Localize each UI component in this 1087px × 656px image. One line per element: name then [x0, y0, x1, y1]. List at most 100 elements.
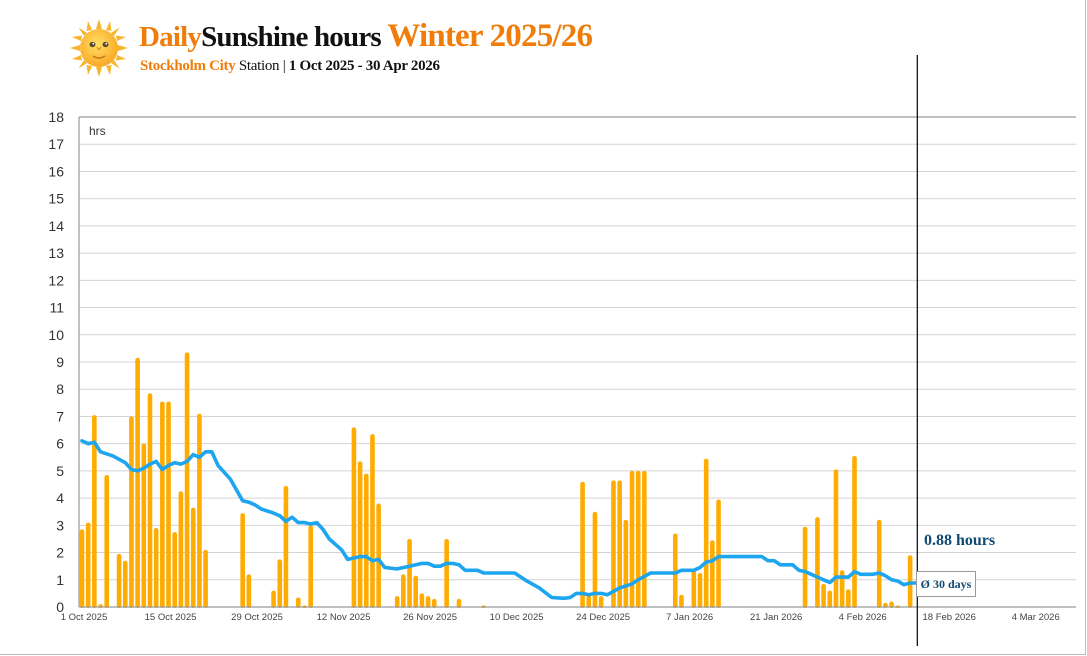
y-tick-label: 10	[48, 327, 64, 343]
x-tick-label: 26 Nov 2025	[403, 612, 457, 623]
sunshine-bar	[153, 528, 159, 608]
sunshine-bar	[623, 519, 629, 608]
sunshine-bar	[203, 549, 208, 608]
sunshine-bar	[827, 590, 833, 608]
y-tick-label: 9	[56, 354, 64, 370]
sunshine-bar	[407, 538, 412, 608]
sunshine-bar	[85, 522, 91, 608]
sunshine-bar	[135, 357, 140, 608]
sun-with-face-icon	[70, 19, 128, 77]
sunshine-bar	[92, 415, 97, 608]
sunshine-bar	[246, 574, 252, 608]
sunshine-bar	[425, 596, 431, 608]
sunshine-bar	[79, 529, 85, 608]
current-average-value: 0.88 hours	[924, 532, 996, 549]
x-tick-label: 10 Dec 2025	[490, 612, 544, 623]
sunshine-bar	[240, 513, 245, 608]
sunshine-bar	[852, 455, 857, 608]
sunshine-bar	[190, 507, 196, 608]
sunshine-bar	[679, 594, 684, 608]
y-tick-label: 2	[56, 545, 64, 561]
sunshine-bar	[642, 470, 647, 608]
x-tick-label: 29 Oct 2025	[231, 612, 283, 623]
sunshine-bar	[617, 480, 622, 608]
x-tick-label: 21 Jan 2026	[750, 612, 802, 623]
sunshine-bar	[283, 485, 289, 608]
sunshine-bar	[889, 601, 894, 608]
sunshine-bar	[184, 352, 190, 608]
chart-title: DailySunshine hours Winter 2025/26	[139, 18, 593, 55]
y-tick-label: 14	[48, 218, 64, 234]
sunshine-bar	[635, 470, 641, 608]
title-sunshine-hours: Sunshine hours	[201, 21, 382, 53]
sunshine-bar	[580, 481, 585, 608]
sunshine-bar	[363, 473, 369, 608]
y-tick-label: 3	[56, 517, 64, 533]
sunshine-bar	[815, 517, 820, 608]
sunshine-bar	[802, 526, 808, 608]
x-tick-label: 4 Feb 2026	[839, 612, 887, 623]
y-tick-label: 18	[48, 109, 64, 125]
sunshine-bar	[277, 559, 283, 608]
sunshine-bar	[172, 532, 177, 608]
y-tick-label: 13	[48, 245, 64, 261]
y-tick-label: 15	[48, 191, 64, 207]
y-tick-label: 17	[48, 136, 64, 152]
sunshine-bar	[197, 413, 202, 608]
sunshine-bar	[370, 434, 375, 608]
title-season: Winter 2025/26	[387, 18, 593, 54]
sunshine-bar	[419, 593, 425, 608]
y-tick-label: 16	[48, 163, 64, 179]
title-daily: Daily	[139, 21, 202, 53]
y-tick-label: 6	[56, 436, 64, 452]
sunshine-bar	[833, 469, 839, 608]
sunshine-bar	[821, 583, 826, 608]
sunshine-bar	[308, 525, 313, 608]
x-tick-label: 24 Dec 2025	[576, 612, 630, 623]
y-tick-label: 5	[56, 463, 64, 479]
sunshine-bar	[691, 568, 697, 608]
y-tick-label: 12	[48, 272, 64, 288]
x-tick-label: 18 Feb 2026	[923, 612, 976, 623]
sunshine-bar	[413, 575, 419, 608]
sunshine-bar	[376, 503, 381, 608]
sunshine-bar	[839, 570, 845, 608]
sunshine-bar	[672, 533, 678, 608]
sunshine-bar	[716, 499, 721, 608]
sunshine-bar	[394, 596, 400, 608]
x-tick-label: 12 Nov 2025	[317, 612, 371, 623]
x-tick-label: 4 Mar 2026	[1012, 612, 1060, 623]
sunshine-bar	[147, 393, 153, 608]
sunshine-bar	[703, 458, 709, 608]
y-tick-label: 0	[56, 599, 64, 615]
y-tick-label: 4	[56, 490, 64, 506]
sunshine-bar	[166, 401, 171, 608]
sunshine-bar	[611, 480, 616, 608]
sunshine-bar	[351, 427, 357, 608]
x-tick-label: 1 Oct 2025	[61, 612, 107, 623]
sunshine-bar	[710, 540, 715, 608]
sunshine-bar	[456, 598, 462, 608]
sunshine-bar	[160, 401, 165, 608]
sunshine-bar	[178, 491, 184, 608]
date-range: 1 Oct 2025 - 30 Apr 2026	[288, 58, 440, 74]
sunshine-bar	[122, 560, 128, 608]
sunshine-bar	[876, 519, 882, 608]
sunshine-bar	[104, 474, 110, 608]
sunshine-bar	[296, 597, 301, 608]
sunshine-bar	[697, 572, 703, 608]
station-name: Stockholm City	[140, 58, 236, 74]
moving-average-line	[80, 439, 919, 601]
y-tick-label: 1	[56, 572, 64, 588]
x-tick-label: 15 Oct 2025	[145, 612, 197, 623]
subtitle-separator: |	[282, 58, 286, 74]
station-suffix: Station	[238, 58, 280, 74]
sunshine-bar	[586, 593, 592, 608]
sunshine-bar	[444, 538, 449, 608]
sunshine-bar	[629, 470, 635, 608]
sunshine-bar	[116, 553, 122, 608]
sunshine-bar	[141, 443, 147, 608]
sunshine-bar	[592, 511, 598, 608]
